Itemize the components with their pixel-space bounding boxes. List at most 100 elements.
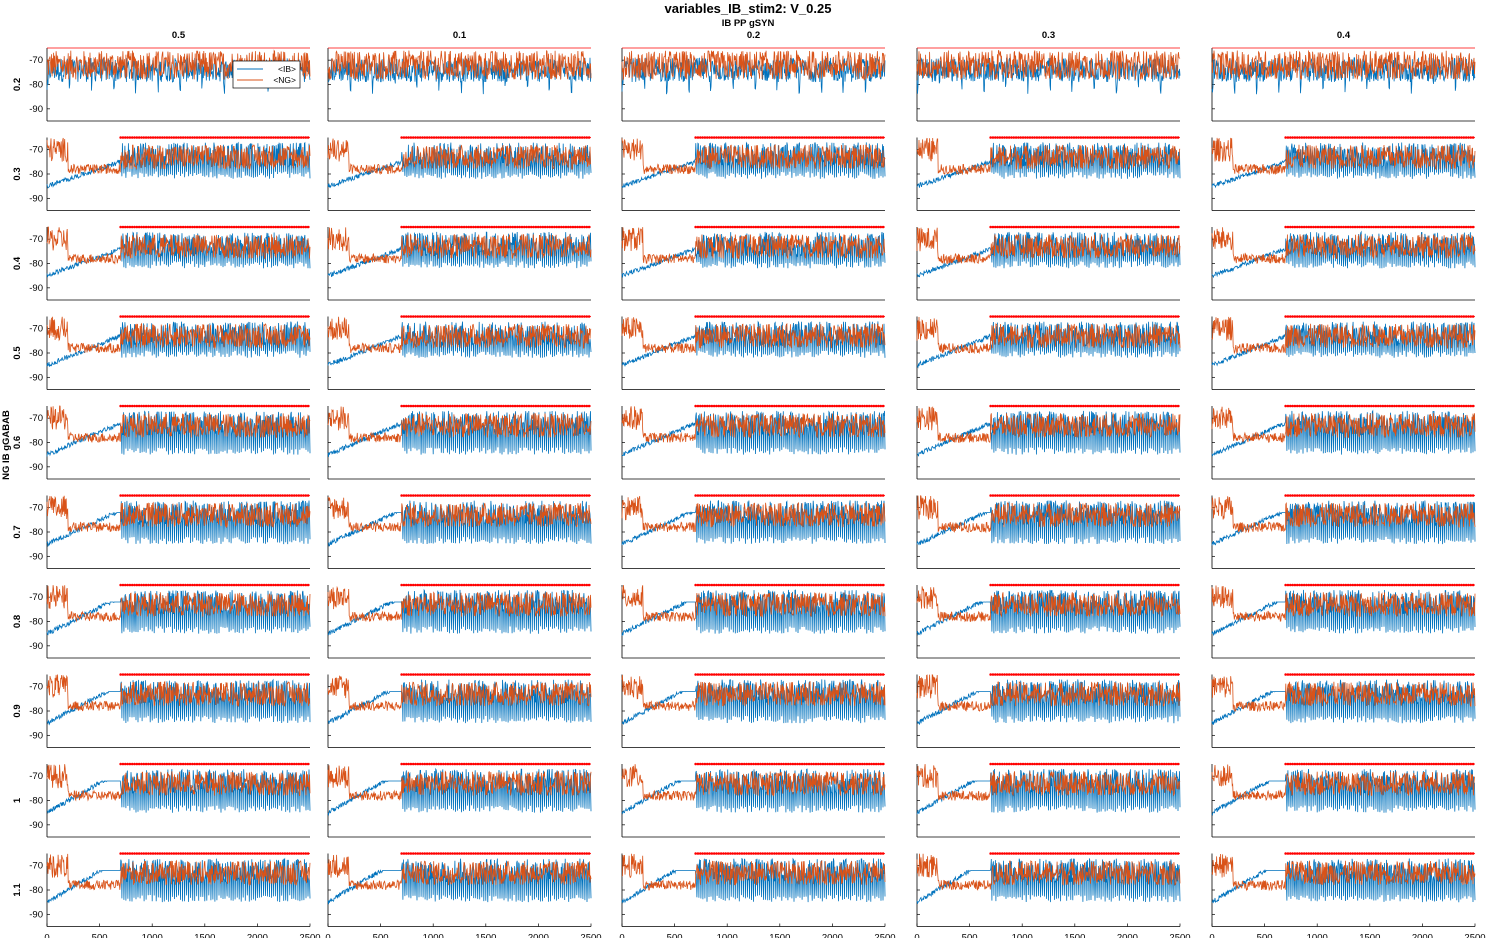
spike-marker [1284, 136, 1287, 139]
series-ib-line [327, 767, 592, 817]
series-ng-line [1211, 406, 1476, 443]
panel-r6-c2 [621, 583, 886, 659]
spike-marker [1284, 404, 1287, 408]
panel-r2-c1 [327, 225, 592, 301]
series-ib-line [327, 500, 592, 547]
series-ng-line [327, 675, 592, 712]
panel-r4-c0: -70 -80 -90 0.6 [12, 404, 311, 480]
y-tick-label: -70 [29, 145, 43, 156]
panel-r8-c3 [916, 762, 1181, 838]
x-tick-label: 2500 [580, 933, 601, 938]
series-ng-line [327, 406, 592, 443]
panel-r5-c2 [621, 494, 886, 569]
series-ib-line [46, 141, 311, 189]
panel-r3-c2 [621, 315, 886, 390]
panel-r6-c0: -70 -80 -90 0.8 [12, 583, 311, 659]
series-ng-line [916, 50, 1181, 80]
series-ng-line [916, 137, 1181, 176]
x-tick-label: 1500 [475, 933, 496, 938]
panel-r0-c2: 0.2 [621, 30, 886, 122]
panel-r7-c0: -70 -80 -90 0.9 [12, 673, 311, 748]
row-label: 0.4 [12, 256, 23, 270]
row-parameter-label: NG IB gGABAB [1, 410, 12, 480]
series-ng-line [1211, 316, 1476, 355]
y-tick-label: -90 [29, 641, 43, 652]
panel-r6-c1 [327, 583, 592, 659]
x-tick-label: 0 [44, 933, 49, 938]
y-tick-label: -90 [29, 820, 43, 831]
panel-r0-c4: 0.4 [1211, 30, 1476, 122]
panel-r3-c3 [916, 315, 1181, 390]
y-tick-label: -80 [29, 527, 43, 538]
series-ib-line [916, 142, 1181, 188]
series-ng-line [621, 585, 886, 622]
figure-title: variables_IB_stim2: V_0.25 [665, 1, 832, 16]
panel-r2-c2 [621, 225, 886, 301]
spike-marker [1284, 225, 1287, 229]
series-ng-line [327, 138, 592, 176]
panel-r3-c1 [327, 315, 592, 390]
series-ib-line [1211, 768, 1476, 816]
series-ng-line [327, 765, 592, 801]
x-tick-label: 2500 [1464, 933, 1485, 938]
x-tick-label: 1500 [1359, 933, 1380, 938]
panel-r5-c1 [327, 494, 592, 569]
panel-r1-c0: -70 -80 -90 0.3 [12, 136, 311, 211]
legend-label: <NG> [273, 75, 296, 85]
column-label: 0.2 [747, 30, 760, 41]
x-tick-label: 500 [373, 933, 389, 938]
series-ib-line [1211, 500, 1476, 546]
spike-marker [1284, 673, 1287, 676]
series-ng-line [916, 764, 1181, 802]
series-ng-line [1211, 585, 1476, 623]
series-ib-line [1211, 858, 1476, 904]
series-ng-line [916, 227, 1181, 265]
panel-r4-c3 [916, 404, 1181, 480]
x-tick-label: 500 [962, 933, 978, 938]
x-tick-label: 1500 [194, 933, 215, 938]
panel-r8-c0: -70 -80 -90 1 [12, 762, 311, 838]
series-ib-line [327, 57, 592, 95]
series-ng-line [1211, 137, 1476, 176]
column-label: 0.4 [1337, 30, 1351, 41]
panel-r8-c1 [327, 762, 592, 838]
panel-r5-c0: -70 -80 -90 0.7 [12, 494, 311, 569]
x-tick-label: 0 [914, 933, 919, 938]
row-label: 0.6 [12, 436, 23, 449]
series-ib-line [916, 858, 1181, 904]
panel-r8-c4 [1211, 762, 1476, 838]
series-ng-line [1211, 50, 1476, 80]
panel-r7-c4 [1211, 673, 1476, 748]
x-tick-label: 2000 [247, 933, 268, 938]
panel-r1-c4 [1211, 136, 1476, 211]
x-tick-label: 0 [619, 933, 624, 938]
series-ng-line [621, 50, 886, 81]
x-tick-label: 2500 [299, 933, 320, 938]
series-ib-line [46, 768, 311, 814]
panel-r1-c1 [327, 136, 592, 211]
series-ng-line [1211, 676, 1476, 713]
series-ng-line [621, 317, 886, 354]
y-tick-label: -70 [29, 682, 43, 693]
series-ng-line [46, 137, 311, 175]
panel-r9-c3: 0 500 1000 1500 2000 2500 [914, 852, 1191, 938]
series-ng-line [621, 675, 886, 712]
y-tick-label: -70 [29, 861, 43, 872]
x-tick-label: 1000 [1012, 933, 1033, 938]
y-tick-label: -80 [29, 348, 43, 359]
x-tick-label: 2000 [1117, 933, 1138, 938]
y-tick-label: -90 [29, 372, 43, 383]
series-ib-line [621, 857, 886, 904]
panel-r1-c2 [621, 136, 886, 211]
series-ng-line [46, 853, 311, 891]
panel-r4-c2 [621, 404, 886, 480]
series-ng-line [46, 674, 311, 712]
legend-label: <IB> [278, 64, 296, 74]
series-ng-line [46, 226, 311, 265]
x-tick-label: 2500 [1169, 933, 1190, 938]
series-ng-line [621, 496, 886, 533]
panel-r5-c3 [916, 494, 1181, 569]
series-ng-line [621, 227, 886, 264]
panel-r1-c3 [916, 136, 1181, 211]
